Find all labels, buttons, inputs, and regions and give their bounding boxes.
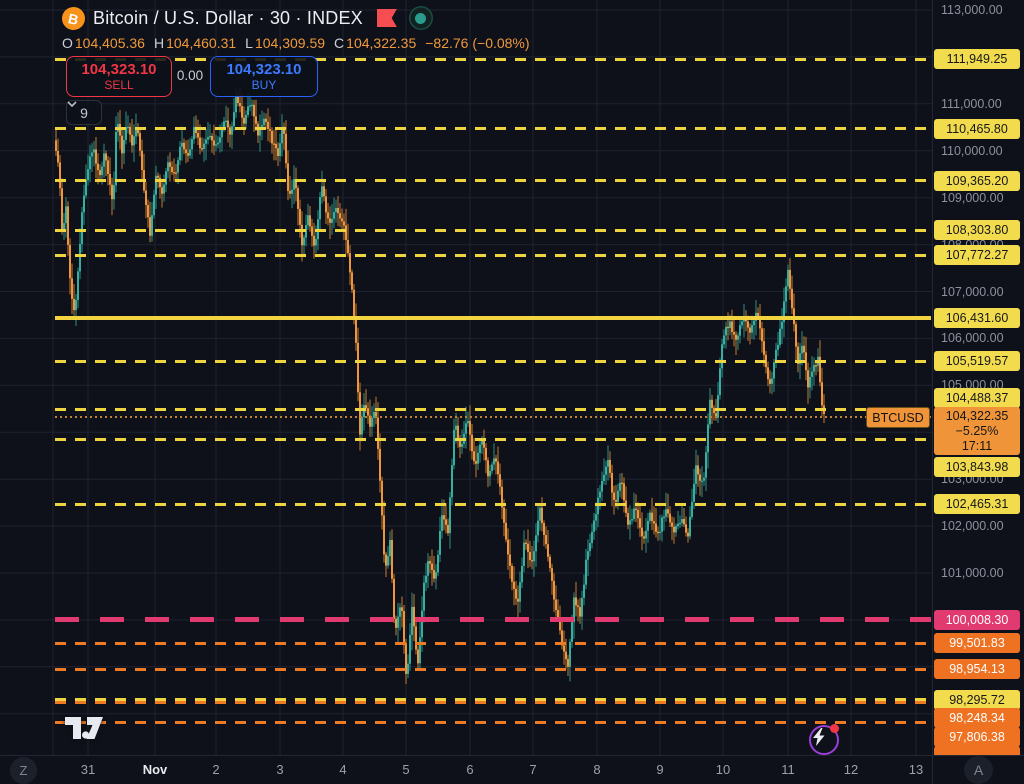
time-tick: 8 xyxy=(593,762,601,777)
chart-area[interactable]: B Bitcoin / U.S. Dollar · 30 · INDEX O 10… xyxy=(0,0,932,755)
price-level-line-111,949.25[interactable] xyxy=(55,57,931,61)
buy-button[interactable]: 104,323.10 BUY xyxy=(210,56,318,97)
sell-price: 104,323.10 xyxy=(81,61,157,78)
price-level-label: 104,488.37 xyxy=(934,388,1020,408)
time-tick: 7 xyxy=(529,762,537,777)
time-tick: Nov xyxy=(142,762,168,777)
time-tick: 5 xyxy=(402,762,410,777)
chevron-down-icon xyxy=(67,101,77,107)
ohlc-low-label: L xyxy=(245,35,253,51)
time-tick: 13 xyxy=(908,762,924,777)
bitcoin-icon: B xyxy=(59,4,88,32)
status-dot xyxy=(415,12,427,24)
time-tick: 3 xyxy=(276,762,284,777)
price-level-label: 102,465.31 xyxy=(934,494,1020,515)
price-tick: 113,000.00 xyxy=(941,3,1003,17)
price-tick: 107,000.00 xyxy=(941,284,1004,299)
symbol-title[interactable]: Bitcoin / U.S. Dollar · 30 · INDEX xyxy=(93,7,363,28)
time-tick: 4 xyxy=(339,762,347,777)
axis-separator xyxy=(932,756,933,784)
price-level-label-clipped xyxy=(934,746,1020,755)
price-level-line-106,431.60[interactable] xyxy=(55,316,931,321)
symbol-header: B Bitcoin / U.S. Dollar · 30 · INDEX xyxy=(59,4,433,32)
price-level-label: 98,248.34 xyxy=(934,708,1020,728)
price-level-label: 103,843.98 xyxy=(934,457,1020,477)
tradingview-logo-icon xyxy=(65,717,103,739)
buy-price: 104,323.10 xyxy=(226,61,302,78)
price-level-line-107,772.27[interactable] xyxy=(55,253,931,257)
price-level-label: 98,295.72 xyxy=(934,689,1020,710)
price-level-label: 100,008.30 xyxy=(934,609,1020,630)
price-level-label: 98,954.13 xyxy=(934,659,1020,679)
price-level-line-97,806.38[interactable] xyxy=(55,721,931,725)
price-level-line-109,365.20[interactable] xyxy=(55,179,931,182)
ohlc-low-value: 104,309.59 xyxy=(254,35,326,51)
buy-label: BUY xyxy=(251,78,277,92)
price-levels-layer xyxy=(55,57,931,725)
price-level-line-105,519.57[interactable] xyxy=(55,359,931,363)
price-tick: 101,000.00 xyxy=(941,566,1004,580)
price-level-line-103,843.98[interactable] xyxy=(55,438,931,442)
price-tick: 102,000.00 xyxy=(941,519,1004,534)
price-tick: 110,000.00 xyxy=(941,143,1003,158)
ohlc-row: O 104,405.36 H 104,460.31 L 104,309.59 C 104… xyxy=(62,35,530,51)
price-level-label: 105,519.57 xyxy=(934,351,1020,371)
price-level-line-110,465.80[interactable] xyxy=(55,127,931,131)
ohlc-high-label: H xyxy=(153,35,165,51)
price-level-label: 106,431.60 xyxy=(934,308,1020,329)
price-level-label: 109,365.20 xyxy=(934,170,1020,191)
timezone-button[interactable]: Z xyxy=(10,757,37,784)
time-tick: 10 xyxy=(715,762,731,777)
price-level-label: 108,303.80 xyxy=(934,220,1020,241)
ohlc-change: −82.76 (−0.08%) xyxy=(425,35,530,51)
price-level-label: 99,501.83 xyxy=(934,633,1020,654)
price-scale[interactable]: 113,000.00 111,000.00 110,000.00 109,000.00… xyxy=(932,0,1024,755)
time-axis[interactable]: Z 31 Nov 2 3 4 5 6 7 8 9 10 11 12 13 A xyxy=(0,755,1024,784)
time-tick: 9 xyxy=(656,762,664,777)
price-level-line-104,488.37[interactable] xyxy=(55,407,931,411)
ohlc-open-label: O xyxy=(62,35,73,51)
time-tick: 6 xyxy=(466,762,474,777)
indicator-count-widget[interactable]: 9 xyxy=(66,100,102,125)
sell-button[interactable]: 104,323.10 SELL xyxy=(66,56,172,97)
time-tick: 2 xyxy=(212,762,220,777)
market-status-icon[interactable] xyxy=(408,6,433,30)
price-level-label: 110,465.80 xyxy=(934,118,1020,139)
price-level-label: 97,806.38 xyxy=(934,727,1020,747)
price-tick: 109,000.00 xyxy=(941,190,1004,205)
time-tick: 11 xyxy=(781,762,795,777)
quick-trade-button[interactable] xyxy=(809,724,839,755)
ohlc-open-value: 104,405.36 xyxy=(74,35,145,51)
bar-countdown: 17:11 xyxy=(961,438,993,453)
auto-scale-button[interactable]: A xyxy=(964,756,993,784)
current-price-label: 104,322.35 −5.25% 17:11 xyxy=(934,407,1020,455)
sell-label: SELL xyxy=(104,78,134,92)
ohlc-high-value: 104,460.31 xyxy=(166,35,237,51)
lightning-bolt-icon xyxy=(813,728,825,746)
indicator-count: 9 xyxy=(80,104,88,121)
symbol-price-tag: BTCUSD xyxy=(866,407,930,428)
current-price-line xyxy=(55,416,931,419)
notification-dot xyxy=(830,724,839,733)
spread-value: 0.00 xyxy=(172,64,208,86)
price-level-line-98,248.34[interactable] xyxy=(55,700,931,704)
price-tick: 111,000.00 xyxy=(941,96,1002,111)
flag-icon[interactable] xyxy=(376,9,397,27)
ohlc-close-value: 104,322.35 xyxy=(346,35,417,51)
time-tick: 12 xyxy=(843,762,859,777)
price-level-line-100,008.30[interactable] xyxy=(55,617,931,622)
price-level-line-102,465.31[interactable] xyxy=(55,502,931,506)
price-level-label: 111,949.25 xyxy=(934,49,1020,70)
price-level-line-108,303.80[interactable] xyxy=(55,228,931,232)
price-level-line-99,501.83[interactable] xyxy=(55,641,931,645)
current-price-percent: −5.25% xyxy=(955,423,999,438)
price-level-line-98,295.72[interactable] xyxy=(55,698,931,702)
time-tick: 31 xyxy=(80,762,96,777)
price-level-label: 107,772.27 xyxy=(934,245,1020,266)
ohlc-close-label: C xyxy=(334,35,345,51)
price-tick: 106,000.00 xyxy=(941,331,1004,346)
price-level-line-98,954.13[interactable] xyxy=(55,667,931,671)
current-price-value: 104,322.35 xyxy=(945,408,1009,423)
